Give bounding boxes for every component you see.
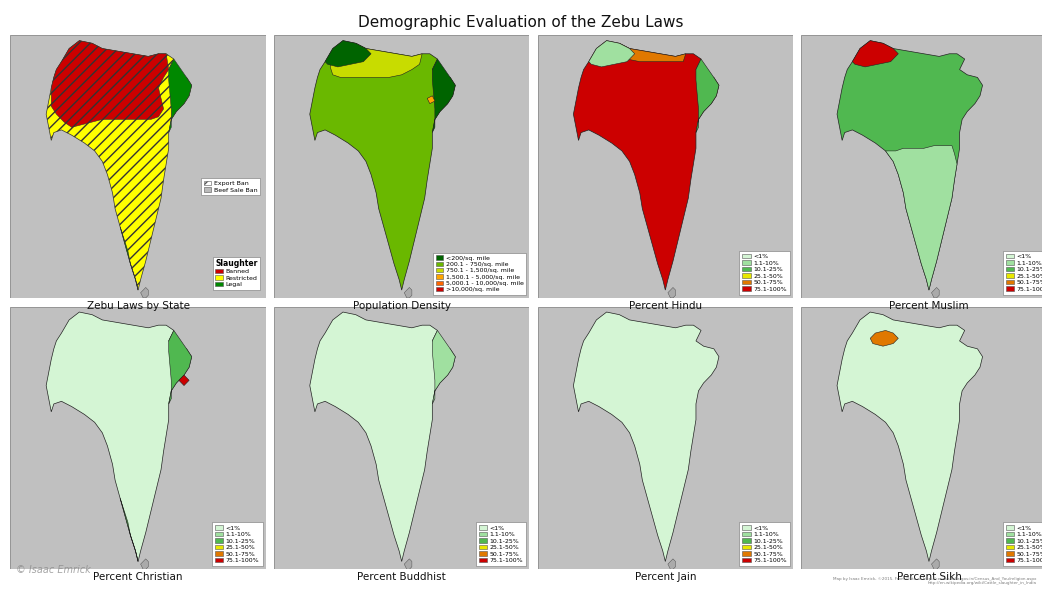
Text: Percent Sikh: Percent Sikh <box>896 572 962 582</box>
Legend: <200/sq. mile, 200.1 - 750/sq. mile, 750.1 - 1,500/sq. mile, 1,500.1 - 5,000/sq.: <200/sq. mile, 200.1 - 750/sq. mile, 750… <box>433 253 526 295</box>
Polygon shape <box>932 559 939 569</box>
Polygon shape <box>325 41 371 67</box>
Polygon shape <box>696 59 719 133</box>
Text: Map by Isaac Emrick, ©2015. From Data at http://censusindia.gov.in/Census_And_Yo: Map by Isaac Emrick, ©2015. From Data at… <box>834 576 1037 585</box>
Text: © Isaac Emrick: © Isaac Emrick <box>16 565 91 575</box>
Text: Percent Hindu: Percent Hindu <box>628 301 702 311</box>
Polygon shape <box>573 312 719 562</box>
Polygon shape <box>932 287 939 298</box>
Polygon shape <box>309 312 455 562</box>
Polygon shape <box>46 41 192 290</box>
Text: Percent Jain: Percent Jain <box>635 572 696 582</box>
Polygon shape <box>404 287 412 298</box>
Polygon shape <box>309 41 455 290</box>
Polygon shape <box>589 41 635 67</box>
Polygon shape <box>668 559 675 569</box>
Polygon shape <box>169 330 192 404</box>
Polygon shape <box>179 375 189 386</box>
Legend: <1%, 1.1-10%, 10.1-25%, 25.1-50%, 50.1-75%, 75.1-100%: <1%, 1.1-10%, 10.1-25%, 25.1-50%, 50.1-7… <box>740 522 790 566</box>
Polygon shape <box>619 43 686 61</box>
Text: Percent Christian: Percent Christian <box>94 572 182 582</box>
Text: Zebu Laws by State: Zebu Laws by State <box>86 301 190 311</box>
Text: Population Density: Population Density <box>352 301 451 311</box>
Text: Percent Muslim: Percent Muslim <box>889 301 969 311</box>
Polygon shape <box>837 41 983 290</box>
Legend: <1%, 1.1-10%, 10.1-25%, 25.1-50%, 50.1-75%, 75.1-100%: <1%, 1.1-10%, 10.1-25%, 25.1-50%, 50.1-7… <box>740 251 790 295</box>
Legend: <1%, 1.1-10%, 10.1-25%, 25.1-50%, 50.1-75%, 75.1-100%: <1%, 1.1-10%, 10.1-25%, 25.1-50%, 50.1-7… <box>476 522 526 566</box>
Polygon shape <box>668 287 675 298</box>
Polygon shape <box>852 41 898 67</box>
Legend: <1%, 1.1-10%, 10.1-25%, 25.1-50%, 50.1-75%, 75.1-100%: <1%, 1.1-10%, 10.1-25%, 25.1-50%, 50.1-7… <box>1003 251 1042 295</box>
Polygon shape <box>573 41 719 290</box>
Legend: <1%, 1.1-10%, 10.1-25%, 25.1-50%, 50.1-75%, 75.1-100%: <1%, 1.1-10%, 10.1-25%, 25.1-50%, 50.1-7… <box>1003 522 1042 566</box>
Polygon shape <box>169 59 192 133</box>
Legend: <1%, 1.1-10%, 10.1-25%, 25.1-50%, 50.1-75%, 75.1-100%: <1%, 1.1-10%, 10.1-25%, 25.1-50%, 50.1-7… <box>213 522 263 566</box>
Polygon shape <box>432 330 455 404</box>
Text: Percent Buddhist: Percent Buddhist <box>357 572 446 582</box>
Polygon shape <box>886 146 957 290</box>
Polygon shape <box>427 96 435 104</box>
Polygon shape <box>870 330 898 346</box>
Polygon shape <box>120 227 138 290</box>
Polygon shape <box>120 499 138 562</box>
Polygon shape <box>404 559 412 569</box>
Polygon shape <box>432 59 455 133</box>
Polygon shape <box>141 559 148 569</box>
Polygon shape <box>46 312 192 562</box>
Text: Demographic Evaluation of the Zebu Laws: Demographic Evaluation of the Zebu Laws <box>358 15 684 30</box>
Polygon shape <box>51 41 169 127</box>
Polygon shape <box>141 287 148 298</box>
Polygon shape <box>837 312 983 562</box>
Polygon shape <box>330 43 422 77</box>
Legend: Banned, Restricted, Legal: Banned, Restricted, Legal <box>213 257 260 290</box>
